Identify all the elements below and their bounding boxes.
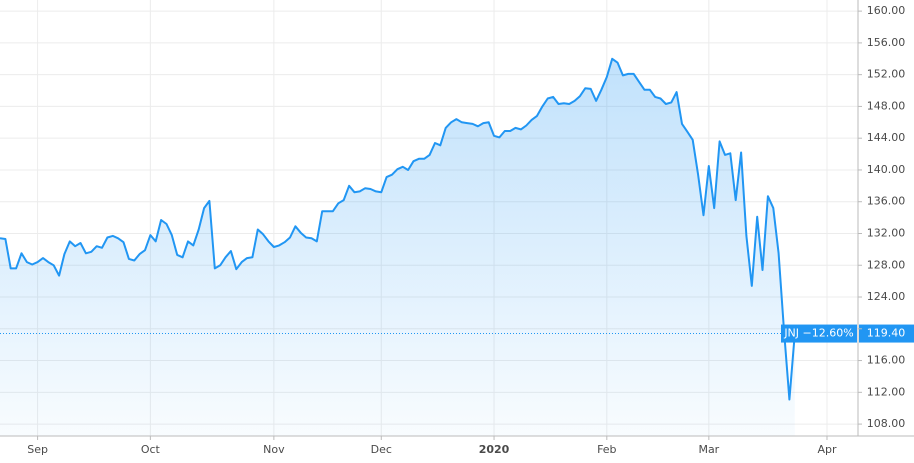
y-tick-label: 136.00 <box>867 195 906 208</box>
y-tick-label: 132.00 <box>867 226 906 239</box>
x-tick-label: Nov <box>263 443 285 456</box>
y-tick-label: 116.00 <box>867 354 906 367</box>
last-price-name-box <box>781 324 857 343</box>
y-tick-label: 160.00 <box>867 4 906 17</box>
y-tick-label: 152.00 <box>867 68 906 81</box>
y-tick-label: 148.00 <box>867 99 906 112</box>
y-tick-label: 144.00 <box>867 131 906 144</box>
price-line <box>0 57 796 401</box>
last-price-name: JNJ −12.60% <box>783 327 853 340</box>
x-tick-label: Feb <box>597 443 616 456</box>
last-price-box <box>859 324 914 343</box>
y-tick-label: 140.00 <box>867 163 906 176</box>
y-tick-label: 112.00 <box>867 385 906 398</box>
x-tick-label: Oct <box>141 443 161 456</box>
y-tick-label: 156.00 <box>867 36 906 49</box>
y-tick-label: 108.00 <box>867 417 906 430</box>
plot: JNJ −12.60% 119.40 <box>0 57 914 437</box>
x-tick-label: 2020 <box>479 443 510 456</box>
last-price-label: 119.40 <box>867 327 906 340</box>
x-tick-label: Sep <box>27 443 48 456</box>
x-tick-label: Dec <box>371 443 392 456</box>
x-tick-label: Mar <box>698 443 719 456</box>
area-fill <box>0 58 795 437</box>
y-tick-label: 124.00 <box>867 290 906 303</box>
y-tick-label: 128.00 <box>867 258 906 271</box>
x-tick-label: Apr <box>817 443 837 456</box>
